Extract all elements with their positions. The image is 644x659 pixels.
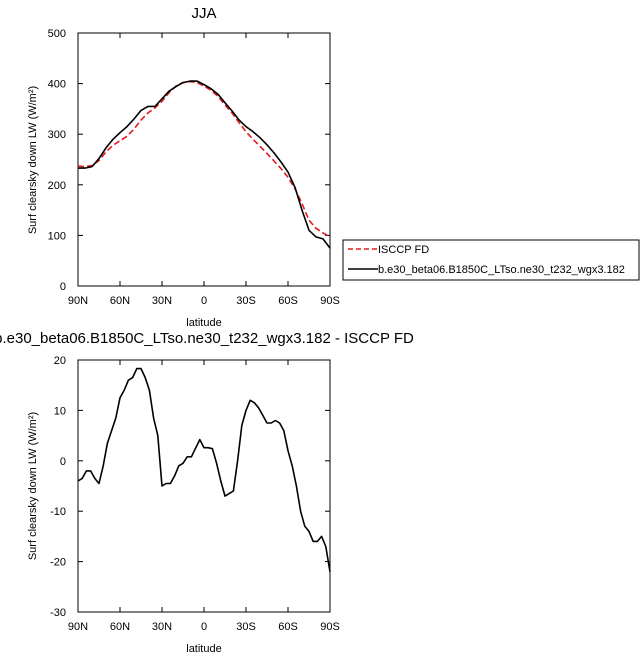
legend-box (342, 239, 640, 281)
top-x-tick-label: 30S (236, 295, 256, 307)
top-series-line-1 (77, 80, 331, 238)
bottom-chart-title: b.e30_beta06.B1850C_LTso.ne30_t232_wgx3.… (0, 330, 414, 347)
top-y-tick-label: 500 (48, 28, 66, 40)
bottom-y-tick-label: -10 (50, 506, 66, 518)
bottom-x-tick-label: 60N (110, 621, 130, 633)
bottom-x-axis: 90N 60N 30N 0 30S 60S 90S (68, 360, 340, 633)
bottom-series-lines (77, 367, 331, 572)
top-x-axis-label: latitude (186, 317, 221, 329)
bottom-x-tick-label: 30S (236, 621, 256, 633)
top-y-tick-label: 0 (60, 281, 66, 293)
bottom-y-axis: -30 -20 -10 0 10 20 (50, 355, 330, 619)
bottom-x-tick-label: 60S (278, 621, 298, 633)
top-y-tick-label: 200 (48, 180, 66, 192)
top-x-tick-label: 60S (278, 295, 298, 307)
top-x-axis: 90N 60N 30N 0 30S 60S 90S (68, 33, 340, 307)
bottom-plot-frame (77, 359, 331, 613)
top-y-axis-label: Surf clearsky down LW (W/m²) (27, 86, 39, 234)
top-series-lines (77, 80, 331, 249)
bottom-y-tick-label: -30 (50, 607, 66, 619)
bottom-y-tick-label: 20 (54, 355, 66, 367)
bottom-y-tick-label: -20 (50, 557, 66, 569)
top-plot-frame (77, 32, 331, 287)
top-y-tick-label: 300 (48, 129, 66, 141)
bottom-y-axis-label: Surf clearsky down LW (W/m²) (27, 412, 39, 560)
legend-entry-isccp: ISCCP FD (378, 244, 429, 256)
bottom-series-line-1 (77, 367, 331, 572)
bottom-y-tick-label: 10 (54, 405, 66, 417)
bottom-x-tick-label: 0 (201, 621, 207, 633)
legend: ISCCP FD b.e30_beta06.B1850C_LTso.ne30_t… (342, 239, 640, 281)
bottom-x-axis-label: latitude (186, 643, 221, 655)
top-y-axis: 0 100 200 300 400 500 (48, 28, 330, 293)
bottom-x-tick-label: 90S (320, 621, 340, 633)
top-x-tick-label: 30N (152, 295, 172, 307)
bottom-panel: b.e30_beta06.B1850C_LTso.ne30_t232_wgx3.… (0, 330, 414, 655)
bottom-x-tick-label: 90N (68, 621, 88, 633)
top-chart-title: JJA (191, 5, 216, 22)
top-x-tick-label: 60N (110, 295, 130, 307)
top-x-tick-label: 0 (201, 295, 207, 307)
legend-entry-model: b.e30_beta06.B1850C_LTso.ne30_t232_wgx3.… (378, 264, 625, 276)
top-y-tick-label: 400 (48, 79, 66, 91)
top-x-tick-label: 90N (68, 295, 88, 307)
top-panel: JJA 0 100 200 300 400 500 90N 60N 30N 0 30S 60S 90S… (27, 5, 340, 329)
bottom-x-tick-label: 30N (152, 621, 172, 633)
top-y-tick-label: 100 (48, 230, 66, 242)
top-x-tick-label: 90S (320, 295, 340, 307)
bottom-y-tick-label: 0 (60, 456, 66, 468)
top-series-line-2 (78, 80, 331, 249)
